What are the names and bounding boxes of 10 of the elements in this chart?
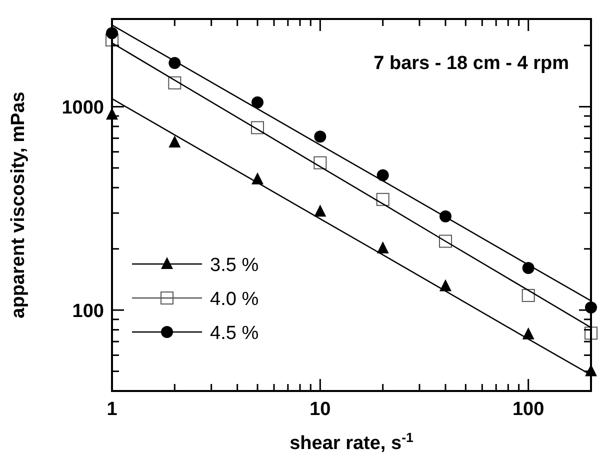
annotation: 7 bars - 18 cm - 4 rpm	[374, 53, 569, 74]
legend-label: 3.5 %	[210, 255, 259, 276]
y-axis-title: apparent viscosity, mPas	[8, 92, 29, 318]
x-axis-title: shear rate, s$^{-1}$	[290, 430, 414, 454]
x-tick-label: 10	[310, 399, 331, 420]
x-tick-label: 100	[512, 399, 544, 420]
y-tick-label: 1000	[62, 98, 104, 119]
x-tick-label: 1	[106, 399, 118, 420]
legend-label: 4.5 %	[210, 323, 259, 344]
legend-label: 4.0 %	[210, 289, 259, 310]
